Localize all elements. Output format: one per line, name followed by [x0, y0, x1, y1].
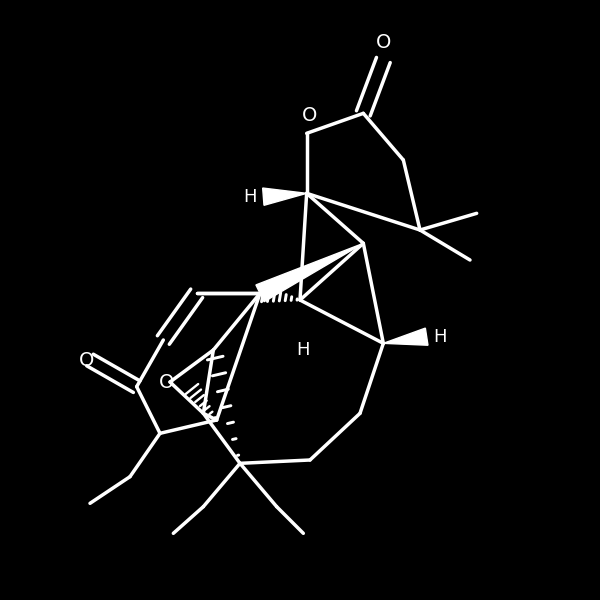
Text: O: O	[79, 350, 94, 370]
Text: H: H	[243, 188, 257, 206]
Text: O: O	[159, 373, 175, 392]
Polygon shape	[263, 188, 307, 205]
Text: H: H	[296, 341, 310, 359]
Text: O: O	[302, 106, 317, 125]
Text: O: O	[376, 33, 391, 52]
Polygon shape	[383, 328, 428, 345]
Text: H: H	[433, 328, 447, 346]
Polygon shape	[256, 244, 364, 302]
